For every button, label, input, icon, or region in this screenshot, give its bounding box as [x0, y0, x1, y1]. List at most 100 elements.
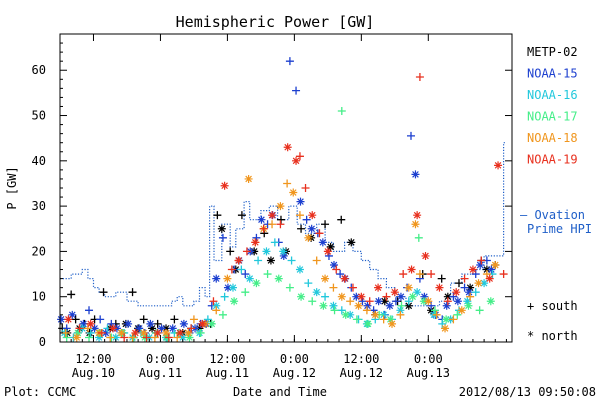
- north-point: [411, 220, 420, 229]
- south-point: [308, 297, 317, 306]
- south-point: [321, 220, 330, 229]
- legend-item-noaa-16: NOAA-16: [527, 88, 578, 102]
- south-point: [237, 265, 246, 274]
- north-point: [347, 238, 356, 247]
- south-point: [170, 315, 179, 324]
- north-point: [354, 301, 363, 310]
- south-point: [430, 306, 439, 315]
- north-point: [124, 319, 133, 328]
- north-point: [419, 297, 428, 306]
- south-point: [329, 283, 338, 292]
- north-point: [453, 297, 462, 306]
- south-point: [302, 215, 311, 224]
- north-point: [283, 143, 292, 152]
- south-point: [432, 310, 441, 319]
- south-point: [382, 292, 391, 301]
- north-point: [73, 328, 82, 337]
- north-point: [230, 297, 239, 306]
- north-point: [404, 301, 413, 310]
- north-point: [411, 170, 420, 179]
- north-point: [109, 324, 118, 333]
- north-point: [252, 279, 261, 288]
- north-point: [485, 274, 494, 283]
- north-point: [323, 247, 332, 256]
- x-tick-time-label: 12:00: [75, 352, 111, 366]
- legend-marker-south: + south: [527, 299, 578, 313]
- legend-item-metp-02: METP-02: [527, 45, 578, 59]
- north-point: [262, 247, 271, 256]
- south-point: [406, 131, 415, 140]
- north-point: [420, 292, 429, 301]
- y-tick-label: 20: [32, 244, 46, 258]
- south-point: [226, 247, 235, 256]
- x-tick-date-label: Aug.11: [139, 366, 182, 380]
- north-point: [312, 288, 321, 297]
- south-point: [99, 288, 108, 297]
- data-points: [57, 57, 508, 342]
- chart-title: Hemispheric Power [GW]: [176, 13, 375, 31]
- south-point: [212, 306, 221, 315]
- north-point: [307, 224, 316, 233]
- south-point: [321, 292, 330, 301]
- north-point: [212, 274, 221, 283]
- south-point: [83, 324, 92, 333]
- y-tick-label: 60: [32, 63, 46, 77]
- south-point: [213, 211, 222, 220]
- north-point: [146, 319, 155, 328]
- x-tick-time-label: 12:00: [343, 352, 379, 366]
- series-noaa-19: [64, 73, 508, 342]
- south-point: [71, 315, 80, 324]
- ovation-hpi-line: [60, 142, 507, 307]
- south-point: [128, 333, 137, 342]
- legend-ovation-label: — Ovation: [520, 208, 585, 222]
- north-point: [195, 324, 204, 333]
- north-point: [207, 319, 216, 328]
- south-point: [454, 279, 463, 288]
- south-point: [397, 301, 406, 310]
- north-point: [95, 333, 104, 342]
- south-point: [242, 247, 251, 256]
- y-tick-label: 40: [32, 154, 46, 168]
- legend-item-noaa-18: NOAA-18: [527, 131, 578, 145]
- south-point: [62, 333, 71, 342]
- south-point: [276, 220, 285, 229]
- north-point: [385, 301, 394, 310]
- south-point: [85, 306, 94, 315]
- south-point: [460, 274, 469, 283]
- legend-marker-north: * north: [527, 329, 578, 343]
- south-point: [396, 310, 405, 319]
- south-point: [475, 306, 484, 315]
- south-point: [365, 297, 374, 306]
- south-point: [437, 274, 446, 283]
- north-point: [441, 324, 450, 333]
- north-point: [223, 274, 232, 283]
- south-point: [399, 270, 408, 279]
- north-point: [148, 324, 157, 333]
- south-point: [237, 211, 246, 220]
- north-point: [179, 319, 188, 328]
- south-point: [85, 333, 94, 342]
- ovation-hpi-path: [60, 142, 507, 307]
- south-point: [220, 292, 229, 301]
- south-point: [67, 290, 76, 299]
- south-point: [254, 256, 263, 265]
- north-point: [326, 242, 335, 251]
- north-point: [111, 333, 120, 342]
- north-point: [289, 188, 298, 197]
- axes: 010203040506012:00Aug.100:00Aug.1112:00A…: [32, 33, 513, 380]
- south-point: [482, 270, 491, 279]
- north-point: [396, 306, 405, 315]
- north-point: [131, 328, 140, 337]
- north-point: [380, 297, 389, 306]
- north-point: [304, 233, 313, 242]
- north-point: [407, 265, 416, 274]
- south-point: [270, 238, 279, 247]
- south-point: [336, 270, 345, 279]
- south-point: [241, 288, 250, 297]
- south-point: [427, 301, 436, 310]
- north-point: [340, 274, 349, 283]
- north-point: [318, 238, 327, 247]
- south-point: [466, 292, 475, 301]
- south-point: [337, 107, 346, 115]
- north-point: [386, 315, 395, 324]
